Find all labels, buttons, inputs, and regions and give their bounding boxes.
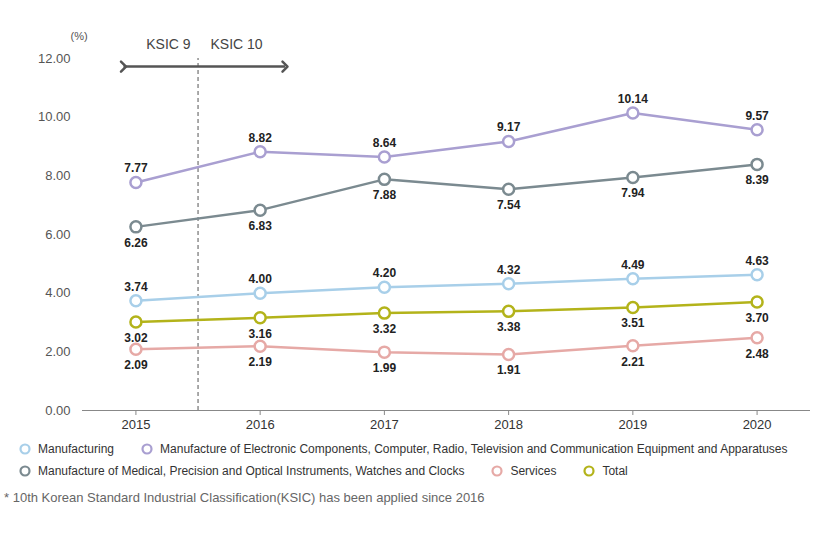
svg-text:3.32: 3.32: [373, 322, 397, 336]
svg-text:KSIC 9: KSIC 9: [146, 36, 191, 52]
html-text:Manufacture of Electronic Comp: Manufacture of Electronic Components, Co…: [160, 442, 788, 456]
svg-text:2018: 2018: [494, 417, 523, 432]
svg-text:10.00: 10.00: [38, 109, 71, 124]
svg-text:1.99: 1.99: [373, 361, 397, 375]
svg-text:3.74: 3.74: [124, 280, 148, 294]
svg-text:7.88: 7.88: [373, 188, 397, 202]
svg-text:3.38: 3.38: [497, 320, 521, 334]
svg-text:0.00: 0.00: [45, 403, 70, 418]
svg-text:6.00: 6.00: [45, 227, 70, 242]
svg-text:10.14: 10.14: [618, 92, 648, 106]
svg-text:8.00: 8.00: [45, 168, 70, 183]
svg-text:2.00: 2.00: [45, 344, 70, 359]
svg-text:(%): (%): [71, 30, 88, 42]
svg-text:2016: 2016: [246, 417, 275, 432]
svg-text:8.39: 8.39: [745, 173, 769, 187]
svg-text:7.94: 7.94: [621, 186, 645, 200]
svg-text:2017: 2017: [370, 417, 399, 432]
svg-text:8.64: 8.64: [373, 136, 397, 150]
svg-text:2.09: 2.09: [124, 358, 148, 372]
svg-text:2015: 2015: [121, 417, 150, 432]
html-text:Services: Services: [510, 464, 557, 478]
html-text:Manufacturing: Manufacturing: [38, 442, 114, 456]
svg-text:1.91: 1.91: [497, 363, 521, 377]
html-text:* 10th Korean Standard Industr: * 10th Korean Standard Industrial Classi…: [4, 490, 485, 505]
svg-text:2.48: 2.48: [745, 347, 769, 361]
svg-text:7.77: 7.77: [124, 161, 148, 175]
svg-text:KSIC 10: KSIC 10: [210, 36, 262, 52]
svg-text:2.21: 2.21: [621, 355, 645, 369]
svg-text:2019: 2019: [618, 417, 647, 432]
svg-text:4.63: 4.63: [745, 254, 769, 268]
svg-text:4.00: 4.00: [45, 285, 70, 300]
svg-text:2.19: 2.19: [248, 355, 272, 369]
svg-text:4.00: 4.00: [248, 272, 272, 286]
svg-text:2020: 2020: [743, 417, 772, 432]
html-text:Manufacture of Medical, Precis: Manufacture of Medical, Precision and Op…: [38, 464, 465, 478]
svg-text:3.70: 3.70: [745, 311, 769, 325]
svg-text:3.02: 3.02: [124, 331, 148, 345]
svg-text:3.16: 3.16: [248, 327, 272, 341]
svg-text:7.54: 7.54: [497, 198, 521, 212]
svg-text:6.26: 6.26: [124, 236, 148, 250]
svg-text:6.83: 6.83: [248, 219, 272, 233]
html-text:Total: Total: [602, 464, 628, 478]
svg-text:12.00: 12.00: [38, 51, 71, 66]
svg-text:4.32: 4.32: [497, 263, 521, 277]
svg-text:9.57: 9.57: [745, 109, 769, 123]
svg-text:4.20: 4.20: [373, 266, 397, 280]
svg-text:8.82: 8.82: [248, 131, 272, 145]
svg-text:9.17: 9.17: [497, 120, 521, 134]
svg-text:3.51: 3.51: [621, 316, 645, 330]
svg-text:4.49: 4.49: [621, 258, 645, 272]
